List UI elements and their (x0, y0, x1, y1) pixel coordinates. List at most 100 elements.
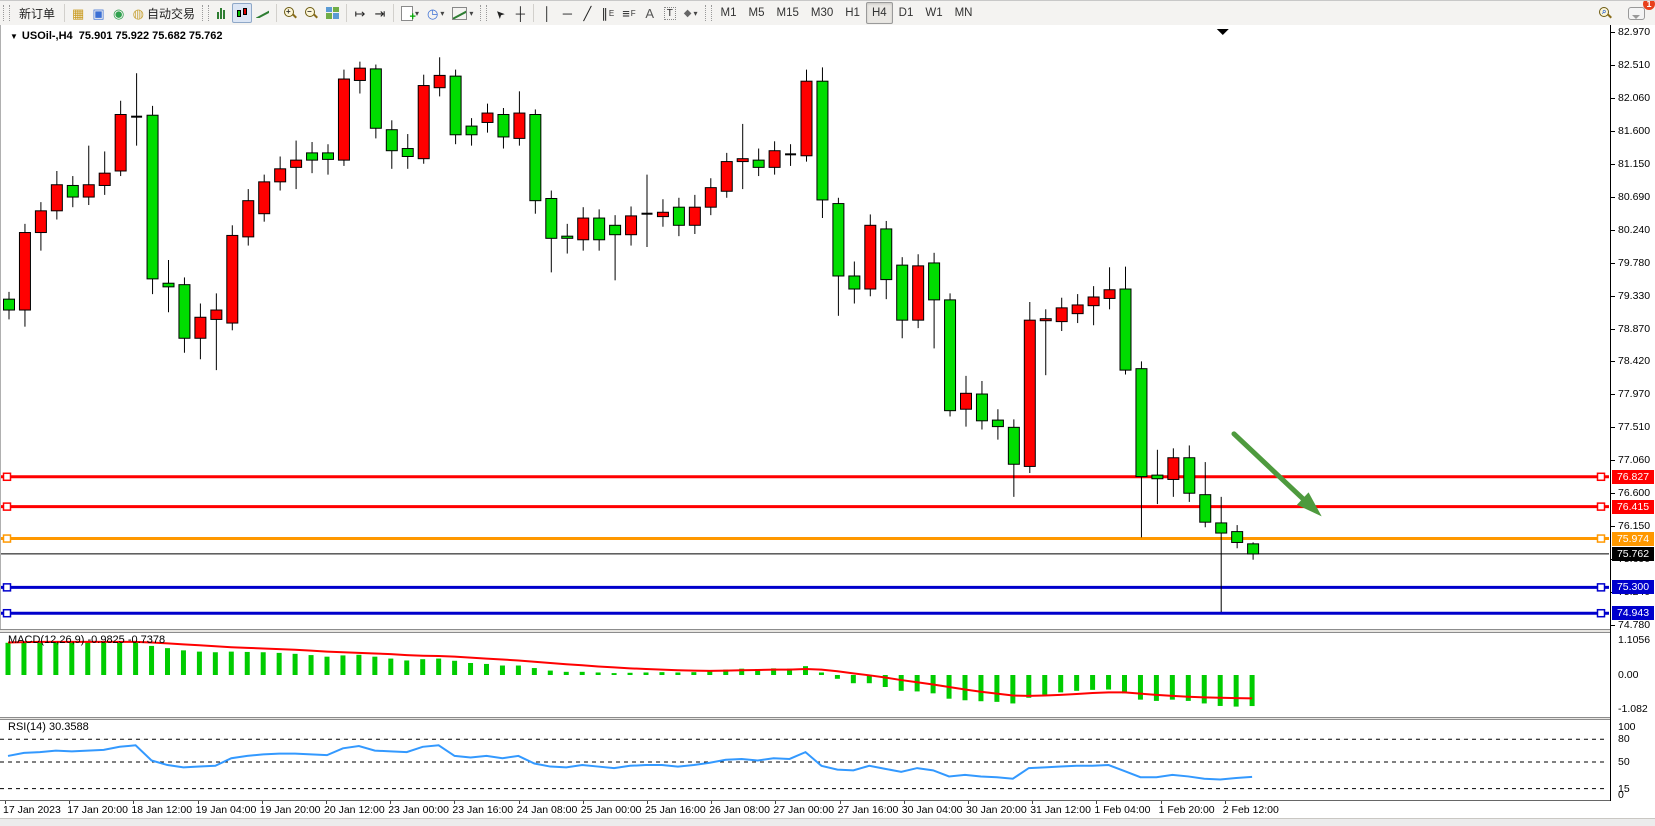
toolbar-grip[interactable] (480, 5, 487, 21)
symbol-period: USOil-,H4 (22, 30, 73, 42)
time-tick (1225, 801, 1226, 804)
toolbar: 新订单 ▦ ▣ ◉ ◍ 自动交易 + − ↦ ⇥ +▾ ◷▾ ▾ ➤ ┼ │ ─… (0, 1, 1655, 26)
crosshair-tool[interactable]: ┼ (510, 3, 530, 23)
time-tick (326, 801, 327, 804)
time-tick (1096, 801, 1097, 804)
time-label: 20 Jan 12:00 (324, 804, 385, 816)
timeframe-h1[interactable]: H1 (839, 2, 866, 24)
macd-panel[interactable]: MACD(12,26,9) -0.9825 -0.7378 (0, 633, 1610, 717)
notifications-button[interactable]: 1 (1624, 3, 1649, 23)
candlestick-chart-icon[interactable] (232, 3, 252, 23)
template-button[interactable]: ▾ (448, 3, 477, 23)
price-tick: 77.970 (1618, 388, 1650, 400)
signals-icon[interactable]: ◉ (109, 3, 129, 23)
price-tick: 74.780 (1618, 619, 1650, 631)
line-chart-icon[interactable] (252, 3, 273, 23)
timeframe-d1[interactable]: D1 (893, 2, 920, 24)
market-watch-icon[interactable]: ▦ (68, 3, 88, 23)
price-tick: 77.510 (1618, 421, 1650, 433)
timeframe-m1[interactable]: M1 (715, 2, 743, 24)
separator (64, 4, 65, 22)
zoom-out-icon[interactable]: − (301, 3, 322, 23)
time-label: 23 Jan 16:00 (452, 804, 513, 816)
add-indicator-button[interactable]: + ▾ (397, 3, 423, 23)
text-tool[interactable]: A (640, 3, 660, 23)
time-tick (198, 801, 199, 804)
time-label: 23 Jan 00:00 (388, 804, 449, 816)
tick-mark (1611, 164, 1615, 165)
time-axis[interactable]: 17 Jan 202317 Jan 20:0018 Jan 12:0019 Ja… (0, 801, 1610, 818)
main-chart-panel[interactable]: ▼ USOil-,H4 75.901 75.922 75.682 75.762 (0, 25, 1611, 629)
search-icon[interactable]: ⌕ (1595, 3, 1616, 23)
tick-mark (1611, 625, 1615, 626)
new-order-button[interactable]: 新订单 (13, 3, 61, 23)
tick-mark (1611, 460, 1615, 461)
fibonacci-tool[interactable]: ≡F (618, 3, 639, 23)
candlestick-canvas[interactable] (1, 25, 1611, 629)
bar-chart-icon[interactable] (212, 3, 232, 23)
rsi-scale: 80 (1618, 733, 1630, 745)
price-axis[interactable]: 82.97082.51082.06081.60081.15080.69080.2… (1610, 25, 1655, 818)
time-tick (583, 801, 584, 804)
tick-mark (1611, 230, 1615, 231)
indicator-doc-icon: + (401, 6, 413, 21)
trendline-tool[interactable]: ╱ (577, 3, 597, 23)
auto-trading-button[interactable]: ◍ 自动交易 (129, 3, 199, 23)
period-clock-button[interactable]: ◷▾ (423, 3, 448, 23)
time-label: 2 Feb 12:00 (1223, 804, 1279, 816)
terminal-icon[interactable]: ▣ (88, 3, 108, 23)
line-anchor (1598, 610, 1605, 617)
timeframe-w1[interactable]: W1 (919, 2, 948, 24)
timeframe-m5[interactable]: M5 (743, 2, 771, 24)
time-tick (1032, 801, 1033, 804)
template-icon (452, 7, 467, 20)
price-line-box-75.974: 75.974 (1612, 532, 1654, 546)
channel-tool[interactable]: ∥E (597, 3, 618, 23)
line-anchor (4, 584, 11, 591)
time-label: 18 Jan 12:00 (131, 804, 192, 816)
time-label: 1 Feb 20:00 (1159, 804, 1215, 816)
time-tick (775, 801, 776, 804)
collapse-triangle-icon[interactable]: ▼ (10, 32, 18, 41)
chart-shift-icon[interactable]: ⇥ (370, 3, 390, 23)
text-label-tool[interactable]: T (660, 3, 680, 23)
cursor-tool[interactable]: ➤ (490, 3, 510, 23)
vertical-line-tool[interactable]: │ (537, 3, 557, 23)
toolbar-grip[interactable] (3, 5, 10, 21)
time-tick (647, 801, 648, 804)
auto-trading-label: 自动交易 (147, 5, 195, 22)
tick-mark (1611, 329, 1615, 330)
price-tick: 78.870 (1618, 323, 1650, 335)
time-tick (968, 801, 969, 804)
crosshair-icon: ┼ (516, 7, 525, 20)
time-tick (840, 801, 841, 804)
line-anchor (4, 610, 11, 617)
rsi-canvas[interactable] (0, 720, 1610, 800)
rsi-panel[interactable]: RSI(14) 30.3588 (0, 720, 1610, 800)
price-line-box-74.943: 74.943 (1612, 606, 1654, 620)
timeframe-m30[interactable]: M30 (805, 2, 839, 24)
price-line-box-76.827: 76.827 (1612, 470, 1654, 484)
price-tick: 82.060 (1618, 92, 1650, 104)
toolbar-grip[interactable] (705, 5, 712, 21)
line-anchor (1598, 503, 1605, 510)
tile-windows-icon[interactable] (322, 3, 343, 23)
chart-title: ▼ USOil-,H4 75.901 75.922 75.682 75.762 (10, 30, 223, 42)
timeframe-mn[interactable]: MN (949, 2, 979, 24)
timeframe-m15[interactable]: M15 (770, 2, 804, 24)
toolbar-grip[interactable] (202, 5, 209, 21)
macd-canvas[interactable] (0, 633, 1610, 717)
time-tick (262, 801, 263, 804)
time-label: 25 Jan 00:00 (581, 804, 642, 816)
ohlc-values: 75.901 75.922 75.682 75.762 (79, 30, 223, 42)
time-label: 27 Jan 16:00 (838, 804, 899, 816)
rsi-scale: 100 (1618, 721, 1636, 733)
zoom-in-icon[interactable]: + (280, 3, 301, 23)
horizontal-line-tool[interactable]: ─ (557, 3, 577, 23)
mt4-window: 新订单 ▦ ▣ ◉ ◍ 自动交易 + − ↦ ⇥ +▾ ◷▾ ▾ ➤ ┼ │ ─… (0, 0, 1655, 826)
price-tick: 76.150 (1618, 520, 1650, 532)
shapes-tool[interactable]: ◆▾ (680, 3, 702, 23)
line-anchor (4, 503, 11, 510)
auto-scroll-icon[interactable]: ↦ (350, 3, 370, 23)
timeframe-h4[interactable]: H4 (866, 2, 893, 24)
